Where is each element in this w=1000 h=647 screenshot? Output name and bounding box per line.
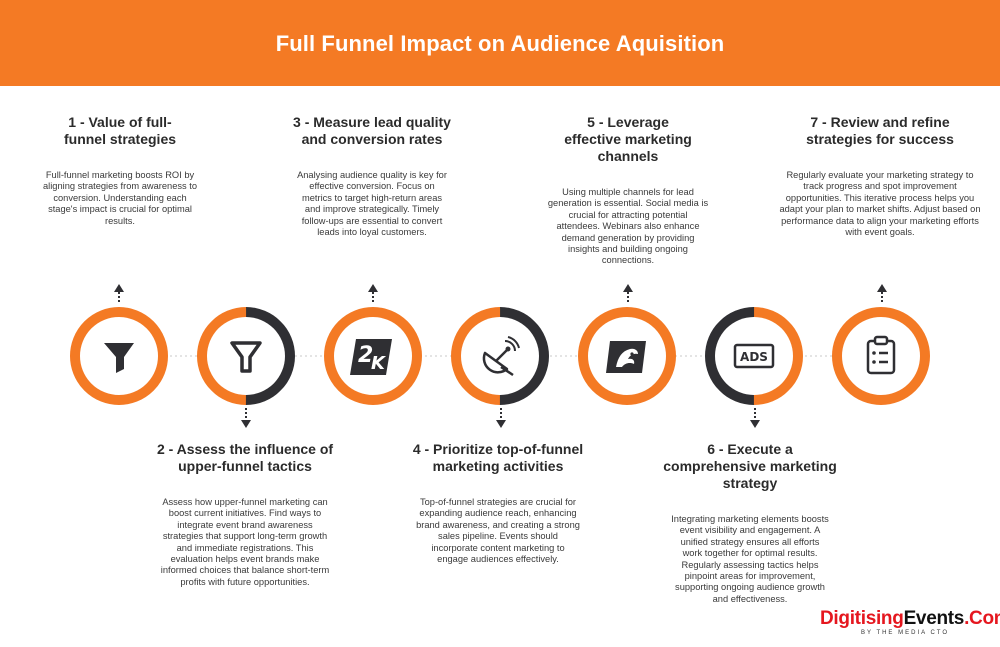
arrow-up-5 (623, 284, 633, 304)
step-card-1: 1 - Value of full-funnel strategies Full… (0, 114, 240, 227)
step-title: 4 - Prioritize top-of-funnel marketing a… (412, 441, 584, 474)
step-title: 3 - Measure lead quality and conversion … (293, 114, 451, 147)
step-body: Assess how upper-funnel marketing can bo… (160, 497, 330, 587)
header-banner: Full Funnel Impact on Audience Aquisitio… (0, 0, 1000, 86)
svg-text:2: 2 (358, 343, 373, 368)
2k-icon: 2 K (350, 339, 392, 375)
step-title: 5 - Leverage effective marketing channel… (564, 114, 692, 164)
ads-icon: ADS (733, 343, 775, 369)
arrow-up-7 (877, 284, 887, 304)
step-body: Top-of-funnel strategies are crucial for… (416, 497, 580, 565)
step-card-6: 6 - Execute a comprehensive marketing st… (630, 441, 870, 605)
step-circle-1 (70, 307, 168, 405)
lion-logo-icon (606, 341, 646, 373)
brand-logo: DigitisingEvents.Com BY THE MEDIA CTO (820, 608, 1000, 639)
step-body: Analysing audience quality is key for ef… (297, 170, 447, 238)
arrow-down-6 (750, 408, 760, 428)
step-circle-5 (578, 307, 676, 405)
step-circle-7 (832, 307, 930, 405)
funnel-filled-icon (104, 343, 134, 373)
step-card-7: 7 - Review and refine strategies for suc… (760, 114, 1000, 238)
step-title: 6 - Execute a comprehensive marketing st… (663, 441, 837, 491)
svg-text:K: K (371, 353, 387, 374)
step-body: Integrating marketing elements boosts ev… (671, 514, 829, 604)
funnel-outline-icon (230, 341, 262, 373)
step-circle-4 (430, 286, 570, 426)
step-card-4: 4 - Prioritize top-of-funnel marketing a… (378, 441, 618, 565)
step-circle-3: 2 K (324, 307, 422, 405)
step-body: Regularly evaluate your marketing strate… (779, 170, 981, 238)
step-circle-2 (176, 286, 316, 426)
brand-tagline: BY THE MEDIA CTO (860, 630, 949, 636)
step-body: Using multiple channels for lead generat… (547, 187, 709, 266)
step-card-3: 3 - Measure lead quality and conversion … (252, 114, 492, 238)
arrow-down-2 (241, 408, 251, 428)
arrow-up-1 (114, 284, 124, 304)
clipboard-checklist-icon (866, 335, 896, 375)
step-title: 1 - Value of full-funnel strategies (63, 114, 177, 147)
arrow-down-4 (496, 408, 506, 428)
step-card-5: 5 - Leverage effective marketing channel… (508, 114, 748, 267)
svg-text:ADS: ADS (740, 350, 768, 364)
step-body: Full-funnel marketing boosts ROI by alig… (43, 170, 197, 226)
step-title: 7 - Review and refine strategies for suc… (806, 114, 954, 147)
arrow-up-3 (368, 284, 378, 304)
page-title: Full Funnel Impact on Audience Aquisitio… (275, 31, 725, 56)
satellite-icon (482, 336, 520, 377)
step-circle-6: ADS (684, 286, 824, 426)
brand-wordmark: DigitisingEvents.Com (820, 608, 1000, 629)
step-card-2: 2 - Assess the influence of upper-funnel… (125, 441, 365, 588)
step-title: 2 - Assess the influence of upper-funnel… (156, 441, 334, 474)
